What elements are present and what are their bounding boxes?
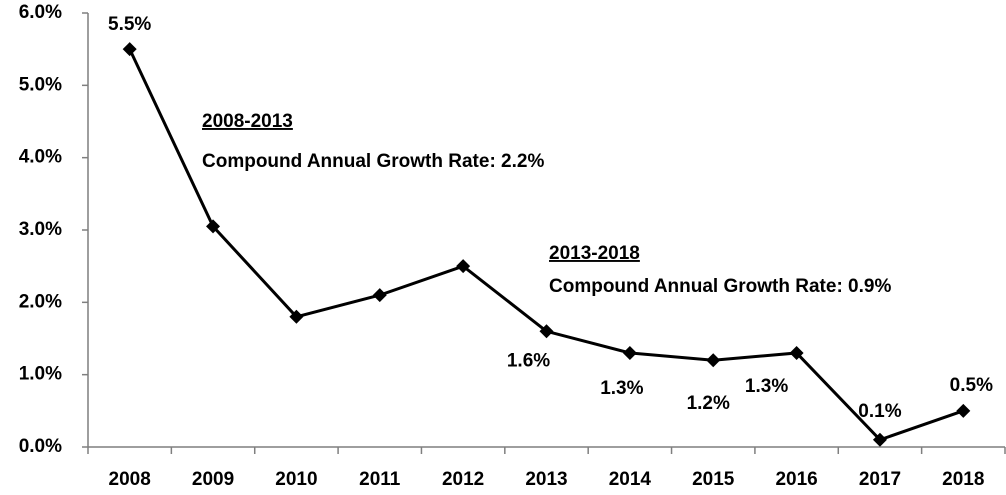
marker bbox=[956, 403, 971, 418]
x-tick-label: 2011 bbox=[359, 469, 401, 490]
x-tick-label: 2008 bbox=[109, 469, 151, 490]
data-label: 0.1% bbox=[858, 401, 901, 422]
x-tick-label: 2012 bbox=[442, 469, 484, 490]
x-tick-label: 2010 bbox=[275, 469, 317, 490]
annotation-text: Compound Annual Growth Rate: 0.9% bbox=[549, 276, 891, 297]
annotation-title: 2013-2018 bbox=[549, 243, 640, 264]
data-label: 1.3% bbox=[600, 378, 643, 399]
data-label: 1.6% bbox=[507, 350, 550, 371]
marker bbox=[456, 259, 471, 274]
data-label: 0.5% bbox=[950, 375, 993, 396]
y-tick-label: 5.0% bbox=[19, 74, 62, 95]
y-tick-label: 4.0% bbox=[19, 147, 62, 168]
y-tick-label: 2.0% bbox=[19, 291, 62, 312]
marker bbox=[872, 432, 887, 447]
annotation-title: 2008-2013 bbox=[202, 111, 293, 132]
y-tick-label: 1.0% bbox=[19, 364, 62, 385]
line bbox=[128, 48, 964, 442]
marker bbox=[372, 288, 387, 303]
y-tick-label: 6.0% bbox=[19, 2, 62, 23]
annotation-text: Compound Annual Growth Rate: 2.2% bbox=[202, 151, 544, 172]
marker bbox=[622, 345, 637, 360]
x-tick-label: 2009 bbox=[192, 469, 234, 490]
x-tick-label: 2016 bbox=[775, 469, 817, 490]
data-label: 5.5% bbox=[108, 14, 151, 35]
data-label: 1.2% bbox=[687, 393, 730, 414]
marker bbox=[289, 309, 304, 324]
y-tick-label: 3.0% bbox=[19, 219, 62, 240]
x-tick-label: 2017 bbox=[859, 469, 901, 490]
y-tick-label: 0.0% bbox=[19, 436, 62, 457]
marker bbox=[122, 42, 137, 57]
marker bbox=[206, 219, 221, 234]
marker bbox=[539, 324, 554, 339]
data-label: 1.3% bbox=[745, 376, 788, 397]
marker bbox=[706, 353, 721, 368]
x-tick-label: 2018 bbox=[942, 469, 984, 490]
x-tick-label: 2014 bbox=[609, 469, 652, 490]
marker bbox=[789, 345, 804, 360]
x-tick-label: 2013 bbox=[525, 469, 567, 490]
x-tick-label: 2015 bbox=[692, 469, 735, 490]
